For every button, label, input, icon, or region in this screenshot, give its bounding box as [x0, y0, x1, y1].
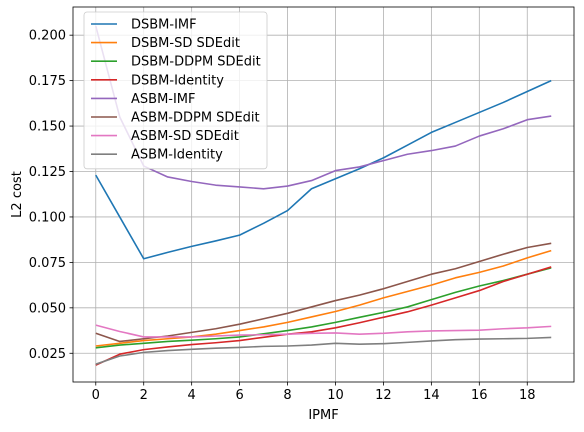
legend: DSBM-IMF DSBM-SD SDEdit DSBM-DDPM SDEdit DS… — [83, 11, 268, 170]
y-tick-label: 0.150 — [29, 120, 66, 135]
y-tick-label: 0.025 — [29, 347, 66, 362]
series-line-asbm-identity — [95, 336, 552, 365]
x-tick-label: 12 — [375, 388, 392, 403]
series-line-dsbm-identity — [95, 266, 552, 366]
series-line-asbm-ddpm-sdedit — [95, 242, 552, 343]
series-lines — [94, 25, 552, 366]
y-axis-label: L2 cost — [10, 171, 25, 218]
legend-label: ASBM-SD SDEdit — [131, 129, 239, 144]
x-tick-label: 14 — [423, 388, 440, 403]
plot-frame — [72, 6, 575, 383]
y-tick-label: 0.175 — [29, 74, 66, 89]
x-tick-label: 4 — [188, 388, 196, 403]
x-tick-label: 0 — [92, 388, 100, 403]
legend-box — [83, 11, 268, 170]
series-line-asbm-sd-sdedit — [95, 324, 552, 338]
x-tick-label: 16 — [471, 388, 488, 403]
x-tick-label: 8 — [283, 388, 291, 403]
y-tick-label: 0.075 — [29, 256, 66, 271]
x-tick-label: 10 — [327, 388, 344, 403]
legend-label: ASBM-DDPM SDEdit — [131, 111, 260, 126]
x-tick-label: 18 — [519, 388, 536, 403]
legend-label: DSBM-DDPM SDEdit — [131, 55, 261, 70]
series-line-dsbm-sd-sdedit — [95, 249, 552, 347]
y-tick-label: 0.100 — [29, 210, 66, 225]
series-line-asbm-imf — [94, 25, 552, 190]
x-tick-label: 6 — [235, 388, 243, 403]
x-axis-label: IPMF — [308, 408, 338, 423]
legend-label: ASBM-Identity — [131, 148, 223, 163]
x-tick-label: 2 — [140, 388, 148, 403]
legend-label: ASBM-IMF — [131, 92, 196, 107]
y-tick-label: 0.200 — [29, 29, 66, 44]
ticks: 0 2 4 6 8 10 12 14 16 18 0.025 0.050 0.075 0.100 0.125… — [29, 29, 536, 403]
series-line-dsbm-imf — [95, 79, 552, 260]
legend-label: DSBM-Identity — [131, 73, 224, 88]
y-tick-label: 0.050 — [29, 301, 66, 316]
legend-label: DSBM-IMF — [131, 18, 197, 33]
legend-label: DSBM-SD SDEdit — [131, 36, 240, 51]
series-line-dsbm-ddpm-sdedit — [95, 267, 552, 349]
y-tick-label: 0.125 — [29, 165, 66, 180]
